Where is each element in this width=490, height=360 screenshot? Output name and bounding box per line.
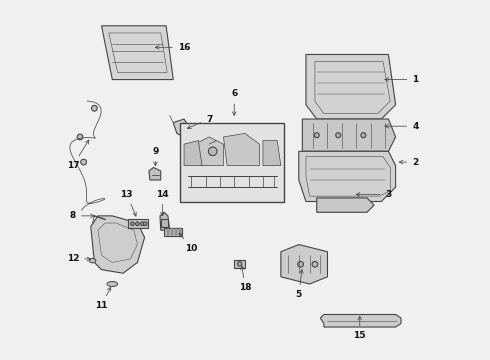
Polygon shape: [160, 212, 170, 230]
Bar: [128, 220, 148, 228]
Polygon shape: [184, 140, 202, 166]
Circle shape: [92, 105, 97, 111]
Circle shape: [144, 222, 147, 226]
Text: 15: 15: [353, 316, 366, 341]
Circle shape: [312, 261, 318, 267]
Polygon shape: [299, 151, 395, 202]
Polygon shape: [223, 134, 259, 166]
Bar: [167, 228, 170, 235]
Circle shape: [208, 147, 217, 156]
Polygon shape: [149, 167, 161, 180]
Polygon shape: [320, 315, 401, 327]
Circle shape: [136, 222, 139, 226]
Circle shape: [361, 133, 366, 138]
Text: 12: 12: [67, 255, 91, 264]
Circle shape: [314, 133, 319, 138]
Polygon shape: [306, 54, 395, 119]
Text: 10: 10: [179, 233, 197, 253]
Text: 13: 13: [121, 190, 136, 216]
Text: 16: 16: [155, 43, 190, 52]
Circle shape: [298, 261, 303, 267]
Polygon shape: [91, 216, 145, 273]
Circle shape: [238, 262, 242, 266]
Bar: [161, 219, 168, 226]
Polygon shape: [101, 26, 173, 80]
Bar: [171, 228, 173, 235]
Bar: [179, 228, 181, 235]
Ellipse shape: [107, 282, 118, 287]
Text: 9: 9: [152, 147, 159, 166]
Circle shape: [77, 134, 83, 140]
Text: 5: 5: [295, 270, 303, 299]
Bar: [180, 123, 285, 202]
Text: 7: 7: [187, 114, 212, 129]
Ellipse shape: [89, 258, 96, 263]
Text: 8: 8: [70, 211, 95, 220]
Text: 4: 4: [385, 122, 418, 131]
Text: 3: 3: [356, 190, 392, 199]
Text: 11: 11: [96, 287, 111, 310]
Circle shape: [131, 222, 134, 226]
Circle shape: [141, 222, 144, 226]
Text: 14: 14: [156, 190, 169, 216]
Polygon shape: [302, 119, 395, 151]
Polygon shape: [173, 119, 191, 137]
Polygon shape: [317, 198, 374, 212]
Text: 18: 18: [239, 266, 251, 292]
Polygon shape: [281, 244, 327, 284]
Circle shape: [81, 159, 87, 165]
Text: 1: 1: [385, 75, 418, 84]
Bar: [175, 228, 177, 235]
Polygon shape: [195, 137, 223, 166]
Bar: [164, 228, 181, 235]
Text: 6: 6: [231, 89, 237, 116]
Circle shape: [336, 133, 341, 138]
Text: 2: 2: [399, 158, 418, 167]
Bar: [234, 260, 245, 268]
Polygon shape: [263, 140, 281, 166]
Text: 17: 17: [67, 140, 89, 170]
